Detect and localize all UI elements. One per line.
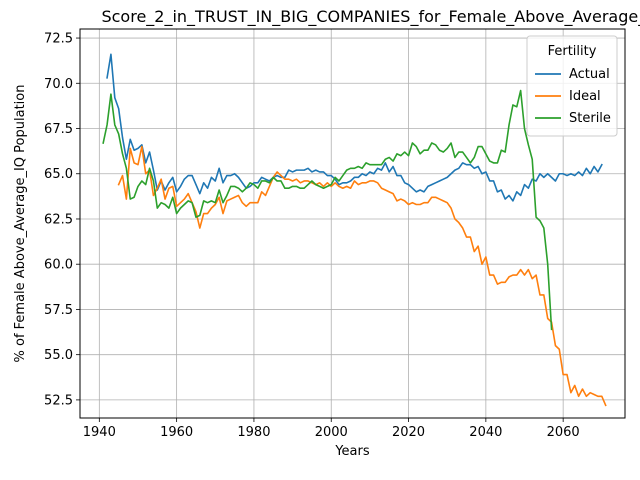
legend-box (526, 35, 618, 137)
y-tick-label: 55.0 (44, 348, 73, 363)
series-lines (102, 53, 607, 407)
x-tick-label: 1940 (83, 425, 116, 440)
x-axis-label: Years (334, 444, 370, 459)
y-tick-label: 57.5 (44, 303, 73, 318)
legend-label-ideal: Ideal (569, 89, 601, 104)
legend-title: Fertility (548, 44, 597, 59)
axis-ticks: 1940 1960 1980 2000 2020 2040 2060 52.5 55.0 57.5… (44, 32, 580, 440)
legend-label-sterile: Sterile (569, 111, 611, 126)
chart-title: Score_2_in_TRUST_IN_BIG_COMPANIES_for_Fe… (101, 7, 640, 27)
y-tick-label: 62.5 (44, 212, 73, 227)
x-tick-label: 1980 (237, 425, 270, 440)
y-axis-label: % of Female Above_Average_IQ Population (13, 85, 28, 363)
y-tick-label: 67.5 (44, 122, 73, 137)
series-line-actual (106, 53, 603, 202)
x-tick-label: 2020 (392, 425, 425, 440)
series-line-ideal (117, 145, 607, 407)
x-tick-label: 2040 (469, 425, 502, 440)
x-tick-label: 2060 (547, 425, 580, 440)
y-tick-label: 52.5 (44, 393, 73, 408)
plot-frame (79, 28, 626, 419)
y-tick-label: 70.0 (44, 77, 73, 92)
y-tick-label: 60.0 (44, 258, 73, 273)
y-tick-label: 65.0 (44, 167, 73, 182)
y-tick-label: 72.5 (44, 32, 73, 47)
series-line-sterile (102, 89, 553, 331)
x-tick-label: 2000 (315, 425, 348, 440)
x-tick-label: 1960 (160, 425, 193, 440)
legend: Fertility Actual Ideal Sterile (526, 35, 618, 137)
legend-label-actual: Actual (569, 67, 610, 82)
